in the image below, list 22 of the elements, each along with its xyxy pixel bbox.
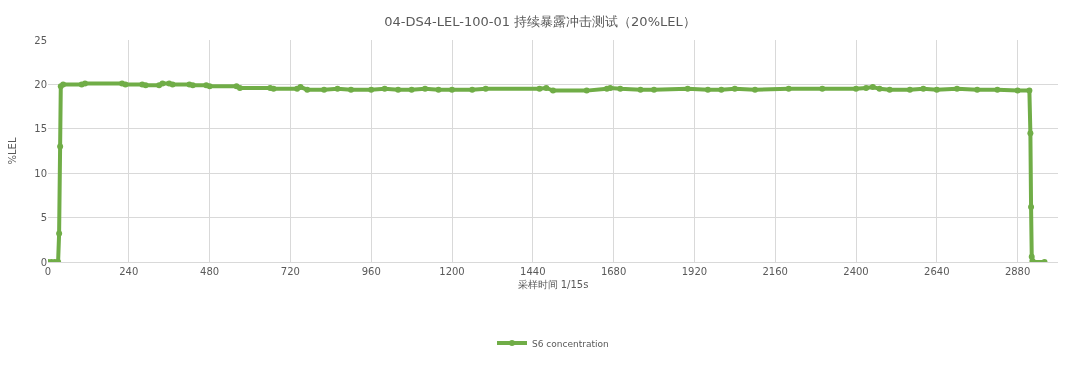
y-tick-label: 25 — [34, 34, 47, 46]
x-tick-label: 480 — [200, 266, 220, 277]
y-axis-title: %LEL — [7, 137, 19, 165]
x-tick-label: 2880 — [1004, 266, 1031, 277]
x-tick-label: 960 — [361, 266, 381, 277]
x-tick-label: 720 — [280, 266, 300, 277]
x-tick-label: 1440 — [520, 266, 546, 277]
x-tick-label: 240 — [119, 266, 139, 277]
chart-title: 04-DS4-LEL-100-01 持续暴露冲击测试（20%LEL） — [384, 13, 696, 29]
x-tick-label: 1680 — [600, 266, 627, 277]
y-tick-label: 15 — [34, 123, 47, 135]
x-tick-label: 2640 — [924, 266, 950, 277]
x-tick-label: 1920 — [681, 266, 708, 277]
y-tick-label: 5 — [40, 212, 47, 224]
x-axis-title: 采样时间 1/15s — [517, 278, 589, 290]
x-tick-label: 2400 — [843, 266, 869, 277]
x-tick-label: 1200 — [439, 266, 465, 277]
x-tick-label: 2160 — [762, 266, 788, 277]
legend-label: S6 concentration — [532, 338, 609, 349]
y-tick-label: 10 — [34, 167, 47, 179]
y-tick-label: 20 — [34, 78, 47, 90]
y-tick-label: 0 — [40, 256, 47, 268]
